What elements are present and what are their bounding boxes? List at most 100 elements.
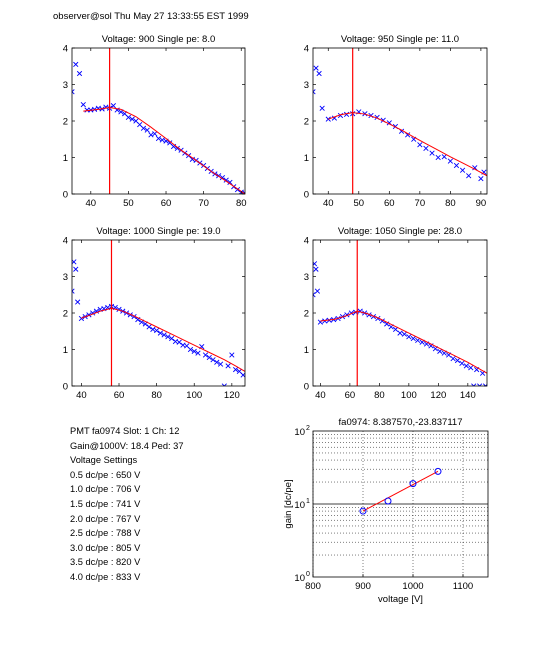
x-tick-label: 120 (430, 390, 446, 401)
data-point (478, 176, 484, 182)
x-tick-label: 140 (460, 390, 476, 401)
data-point (319, 105, 325, 111)
data-point (176, 339, 182, 345)
data-point (437, 348, 443, 354)
y-tick-label: 0 (63, 190, 68, 201)
data-point (75, 299, 81, 305)
setting-line: 1.0 dc/pe : 706 V (70, 484, 141, 495)
data-point (405, 132, 411, 138)
y-tick-label: 0 (63, 382, 68, 393)
data-point (434, 467, 442, 475)
data-point (397, 330, 403, 336)
gain-line: Gain@1000V: 18.4 Ped: 37 (70, 440, 184, 451)
data-point (73, 266, 79, 272)
x-tick-label: 70 (415, 198, 426, 209)
data-point (227, 179, 233, 185)
x-axis-label: voltage [V] (378, 594, 423, 605)
data-point (232, 366, 239, 373)
x-tick-label: 80 (445, 198, 456, 209)
x-tick-label: 900 (355, 581, 371, 592)
data-point (242, 190, 245, 194)
data-point (195, 350, 201, 356)
data-point (76, 70, 83, 77)
plot-area (313, 65, 487, 182)
data-point (471, 383, 477, 386)
x-tick-label: 80 (151, 390, 162, 401)
data-point (459, 360, 465, 366)
x-tick-label: 70 (198, 198, 209, 209)
setting-line: 4.0 dc/pe : 833 V (70, 571, 141, 582)
x-tick-label: 80 (374, 390, 385, 401)
data-point (148, 132, 154, 138)
fit-curve (83, 106, 245, 194)
setting-line: 3.5 dc/pe : 820 V (70, 557, 141, 568)
data-point (401, 331, 408, 337)
data-point (453, 162, 460, 169)
setting-line: 0.5 dc/pe : 650 V (70, 469, 141, 480)
data-point (316, 70, 322, 77)
data-point (472, 165, 478, 171)
y-tick-label: 1 (63, 345, 68, 356)
x-tick-label: 80 (236, 198, 247, 209)
x-tick-label: 60 (161, 198, 172, 209)
y-tick-label: 1 (304, 345, 309, 356)
data-point (78, 315, 85, 322)
data-point (191, 348, 197, 354)
data-point (202, 352, 209, 358)
x-tick-label: 60 (384, 198, 395, 209)
chart-panel-1000v: Voltage: 1000 Single pe: 19.040 60 80 100 12… (63, 226, 246, 401)
data-point (72, 89, 75, 95)
data-point (125, 114, 132, 120)
data-point (441, 154, 447, 160)
data-point (174, 145, 180, 151)
data-point (313, 261, 318, 267)
data-point (313, 65, 319, 71)
data-point (459, 167, 466, 173)
plot-area (72, 259, 245, 386)
x-tick-label: 40 (323, 198, 334, 209)
y-tick-label: 10 (294, 500, 305, 511)
data-point (73, 61, 79, 68)
data-point (110, 103, 116, 109)
x-tick-label: 120 (224, 390, 240, 401)
y-tick-label: 2 (63, 309, 68, 320)
data-point (84, 107, 90, 113)
data-point (447, 158, 453, 164)
y-tick-label: 2 (304, 309, 309, 320)
x-tick-label: 100 (186, 390, 202, 401)
x-tick-label: 1100 (453, 581, 473, 592)
fit-curve (81, 307, 245, 372)
pmt-line: PMT fa0974 Slot: 1 Ch: 12 (70, 426, 180, 436)
data-point (313, 292, 316, 298)
x-tick-label: 800 (305, 581, 321, 592)
y-tick-label: 4 (304, 236, 309, 247)
plot-area (313, 261, 487, 386)
data-point (463, 363, 469, 369)
data-point (417, 142, 423, 148)
data-point (157, 330, 163, 336)
y-axis-label: gain [dc/pe] (283, 479, 294, 528)
data-point (129, 116, 135, 122)
data-point (140, 125, 147, 131)
pmt-info-block: PMT fa0974 Slot: 1 Ch: 12 Gain@1000V: 18… (70, 424, 184, 585)
data-point (409, 480, 417, 488)
x-tick-label: 40 (76, 390, 87, 401)
data-point (423, 145, 429, 151)
data-point (152, 131, 158, 137)
y-tick-label: 0 (304, 190, 309, 201)
data-point (429, 150, 435, 156)
y-tick-label: 0 (304, 382, 309, 393)
x-tick-label: 90 (476, 198, 487, 209)
x-tick-label: 40 (86, 198, 97, 209)
x-tick-label: 60 (114, 390, 125, 401)
y-tick-label: 1 (63, 153, 68, 164)
x-tick-label: 40 (315, 390, 326, 401)
page-header: observer@sol Thu May 27 13:33:55 EST 199… (53, 11, 249, 22)
chart-title: fa0974: 8.387570,-23.837117 (339, 417, 463, 428)
y-tick-exponent: 2 (306, 425, 310, 432)
y-tick-label: 10 (294, 427, 305, 438)
fit-curve (320, 310, 487, 374)
data-point (161, 332, 167, 338)
